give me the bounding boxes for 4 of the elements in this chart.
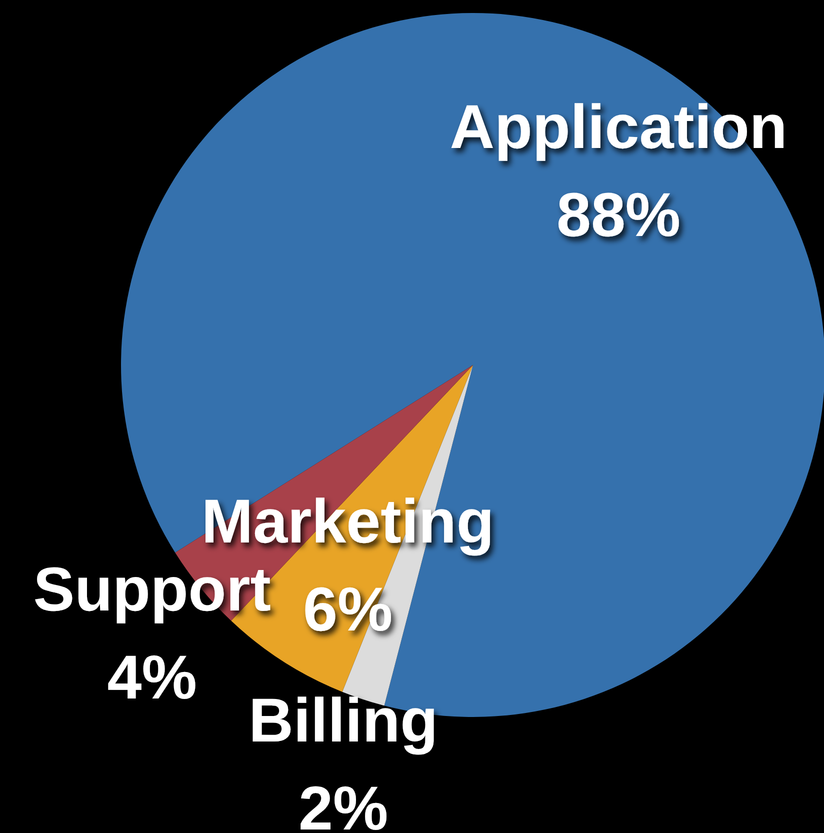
slice-label: Billing bbox=[248, 686, 438, 756]
data-label: 4% bbox=[107, 644, 197, 713]
data-label: 88% bbox=[556, 181, 681, 250]
data-label: 2% bbox=[298, 774, 388, 833]
